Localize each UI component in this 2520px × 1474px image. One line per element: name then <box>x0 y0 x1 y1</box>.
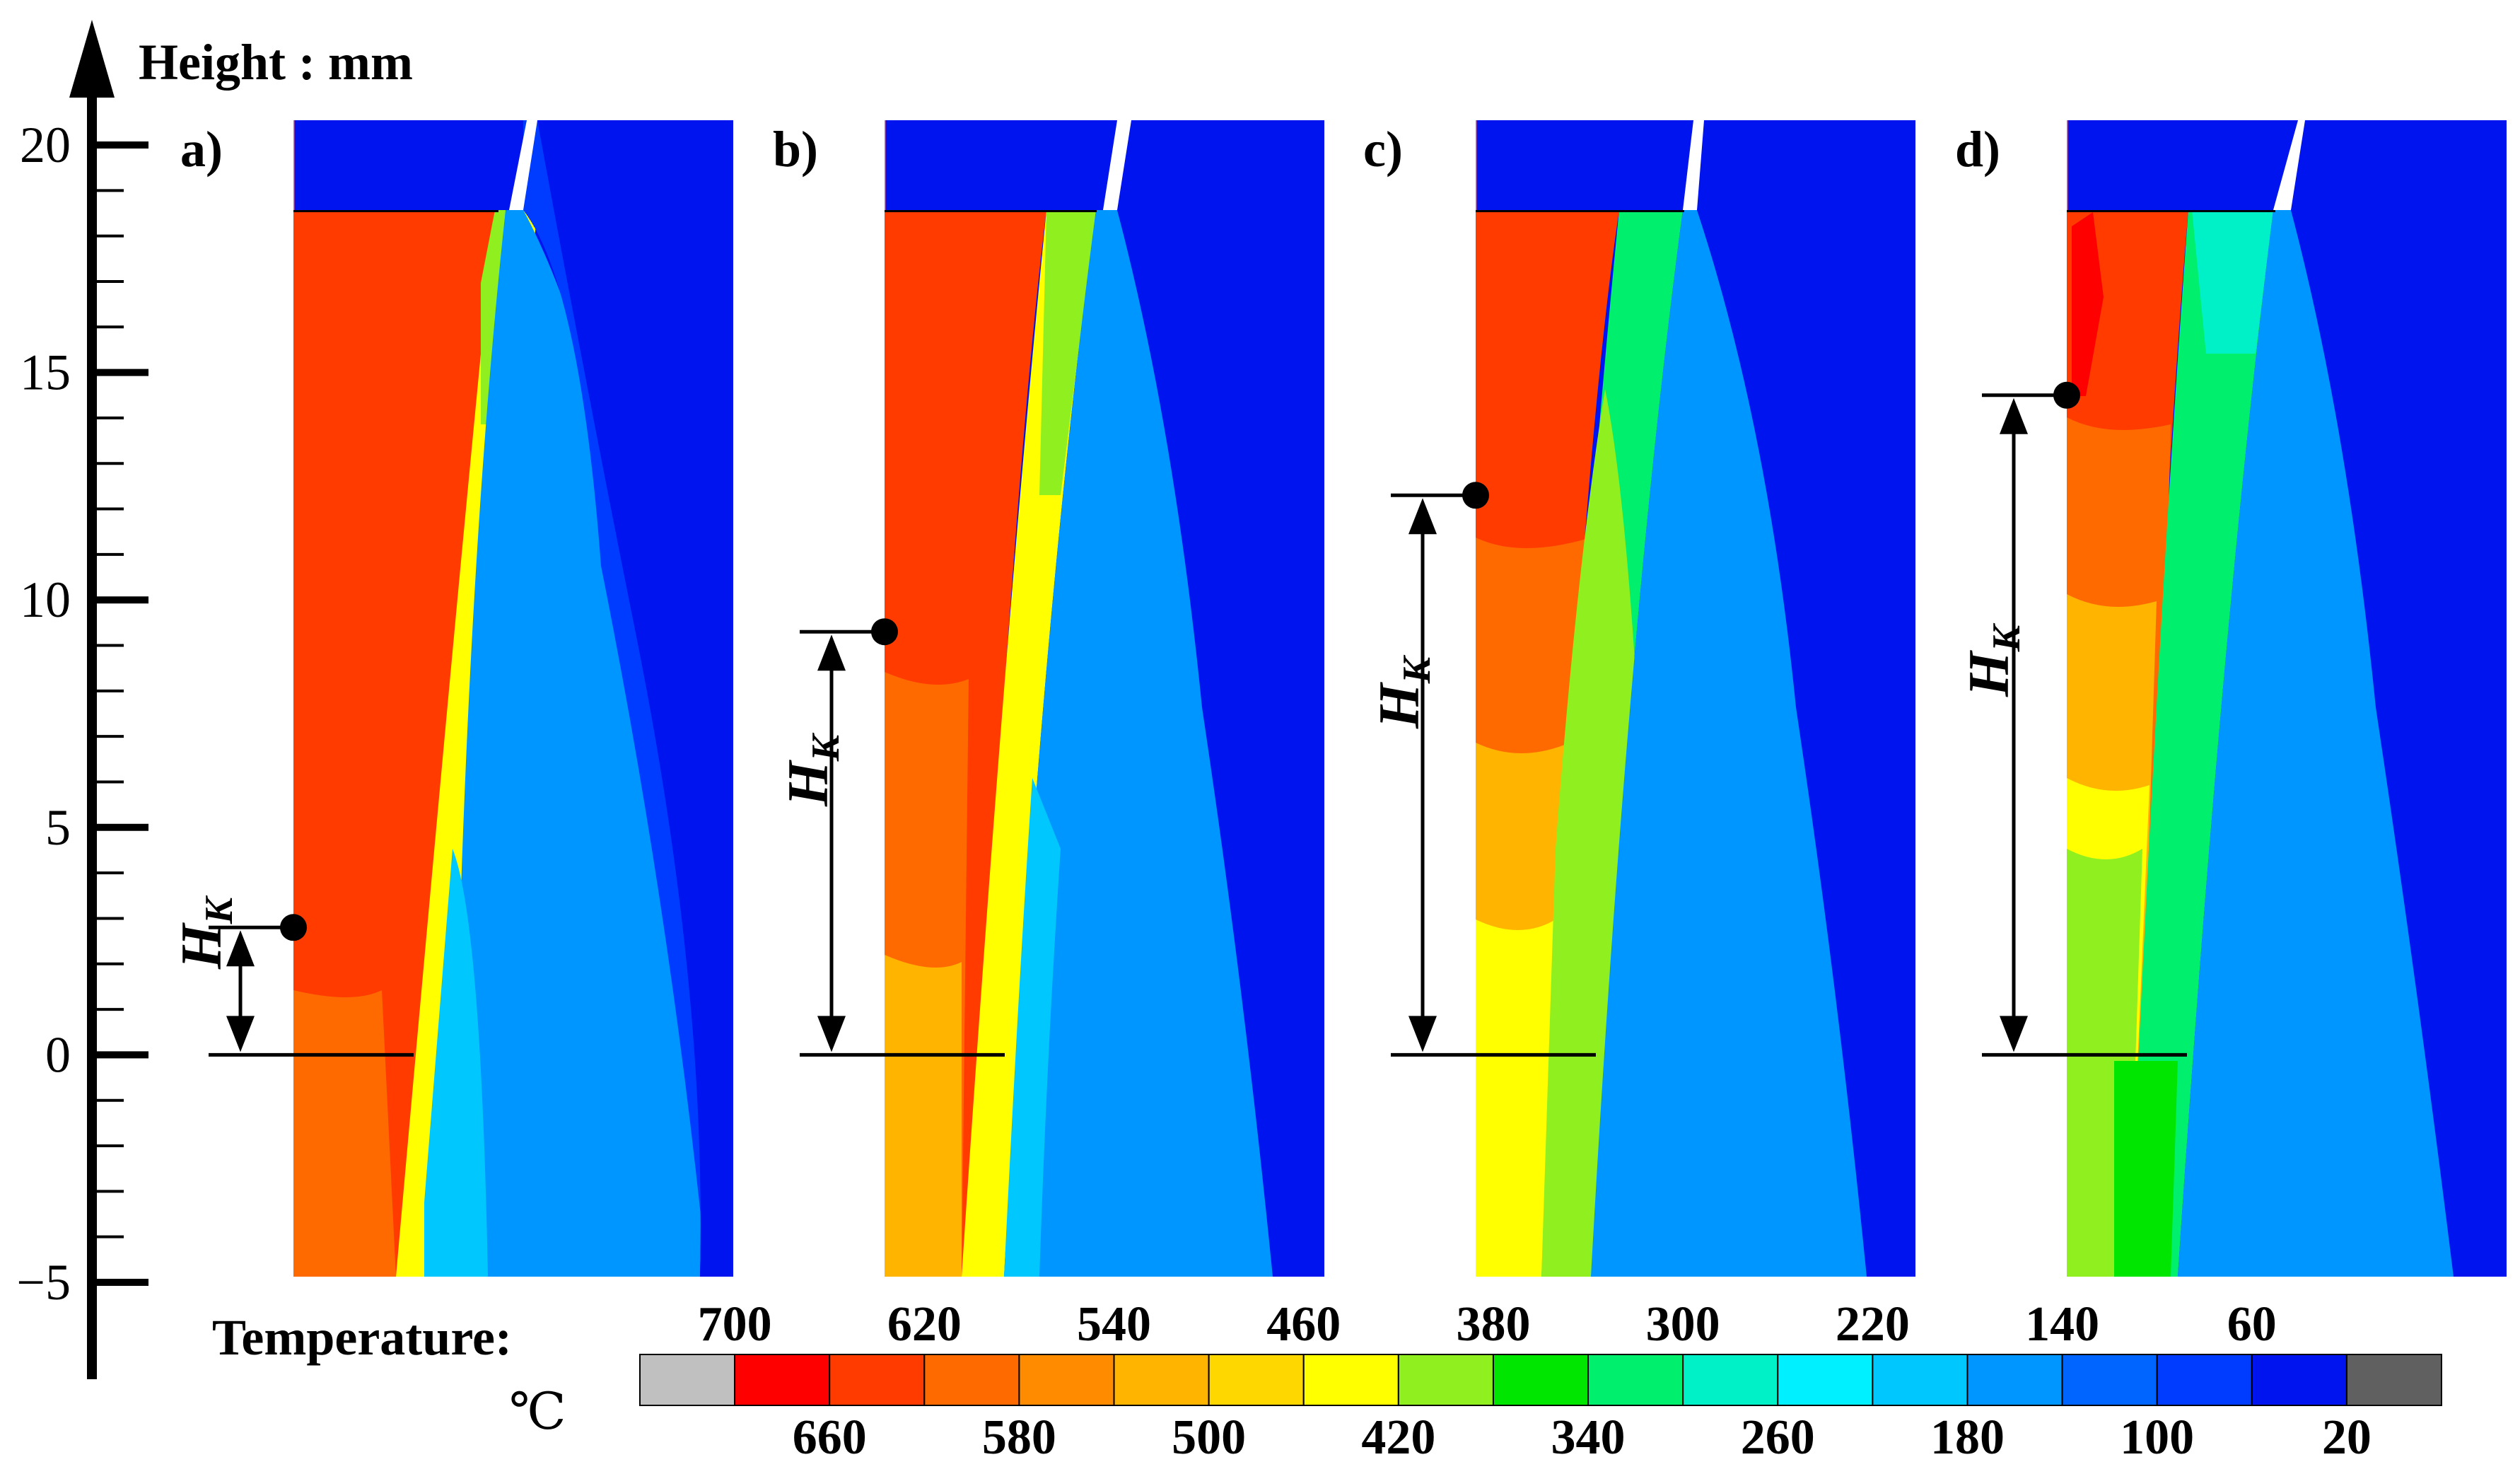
tick-label: 15 <box>20 344 71 401</box>
panel-a-hk-label: HK <box>169 895 241 970</box>
axis-title: Height : mm <box>139 34 413 91</box>
legend-bottom-label: 260 <box>1741 1410 1815 1465</box>
legend-swatch <box>1682 1354 1779 1406</box>
legend-bottom-label: 340 <box>1551 1410 1626 1465</box>
hk-marker <box>800 618 1005 1057</box>
hk-marker <box>209 914 414 1057</box>
panel-d-hk-label: HK <box>1956 622 2029 697</box>
legend-top-label: 220 <box>1836 1297 1910 1352</box>
legend-bottom-label: 660 <box>793 1410 867 1465</box>
panel-b <box>885 120 1324 1277</box>
hk-marker <box>1391 482 1596 1057</box>
arrow-up-icon <box>1408 498 1437 535</box>
arrow-up-icon <box>817 634 846 671</box>
axis-ticks: 20 15 10 5 0 −5 <box>16 117 148 1311</box>
tick-label: 10 <box>20 571 71 628</box>
legend-swatch <box>829 1354 926 1406</box>
legend-swatch <box>2061 1354 2158 1406</box>
legend-top-label: 60 <box>2227 1297 2277 1352</box>
arrow-down-icon <box>1408 1016 1437 1052</box>
legend-bottom-label: 100 <box>2120 1410 2194 1465</box>
panel-b-label: b) <box>773 121 818 178</box>
legend-top-label: 380 <box>1456 1297 1530 1352</box>
legend-top-label: 460 <box>1266 1297 1341 1352</box>
legend-bottom-label: 580 <box>982 1410 1056 1465</box>
legend-bottom-label: 20 <box>2322 1410 2372 1465</box>
panel-c-field <box>1476 120 1915 1277</box>
legend-swatch <box>2251 1354 2347 1406</box>
legend-swatch <box>1587 1354 1684 1406</box>
legend-swatch <box>2345 1354 2443 1406</box>
arrow-up-icon <box>226 930 255 967</box>
tick-label: 0 <box>45 1026 71 1083</box>
legend-unit: ℃ <box>509 1383 566 1440</box>
hk-marker <box>1982 381 2187 1057</box>
legend-top-label: 300 <box>1646 1297 1720 1352</box>
legend-swatch <box>734 1354 831 1406</box>
legend-colorbar <box>639 1354 2443 1406</box>
arrow-down-icon <box>2000 1016 2028 1052</box>
legend-top-label: 140 <box>2025 1297 2099 1352</box>
panel-d <box>2067 120 2507 1277</box>
legend-swatch <box>1492 1354 1589 1406</box>
panels <box>293 120 2507 1277</box>
panel-a-label: a) <box>180 121 223 178</box>
legend-top-label: 540 <box>1077 1297 1151 1352</box>
hk-dot <box>1462 482 1489 509</box>
legend-swatch <box>1777 1354 1874 1406</box>
panel-c-label: c) <box>1363 121 1403 178</box>
panel-a-field <box>293 120 733 1277</box>
legend-bottom-label: 500 <box>1172 1410 1246 1465</box>
tick-label: −5 <box>16 1254 71 1311</box>
hk-dot <box>2053 381 2080 409</box>
legend-title: Temperature: <box>212 1309 512 1366</box>
legend-bottom-labels: 660 580 500 420 340 260 180 100 20 <box>793 1410 2372 1465</box>
tick-label: 20 <box>20 117 71 173</box>
height-axis: Height : mm 20 15 10 5 0 −5 <box>16 20 413 1379</box>
legend-swatch <box>1966 1354 2063 1406</box>
panel-a <box>293 120 733 1277</box>
legend-swatch <box>1302 1354 1399 1406</box>
arrow-down-icon <box>226 1016 255 1052</box>
legend: Temperature: ℃ 700 620 540 460 380 300 220 140 6… <box>212 1297 2443 1465</box>
panel-b-field <box>885 120 1324 1277</box>
legend-swatch <box>639 1354 736 1406</box>
panel-c-hk-label: HK <box>1367 654 1439 729</box>
hk-dot <box>280 914 307 941</box>
legend-top-label: 700 <box>698 1297 772 1352</box>
legend-swatch <box>1397 1354 1494 1406</box>
tick-label: 5 <box>45 799 71 856</box>
hk-dot <box>871 618 898 646</box>
legend-swatch <box>923 1354 1020 1406</box>
legend-top-labels: 700 620 540 460 380 300 220 140 60 <box>698 1297 2277 1352</box>
legend-bottom-label: 180 <box>1930 1410 2005 1465</box>
axis-arrow-icon <box>69 20 115 98</box>
legend-bottom-label: 420 <box>1361 1410 1435 1465</box>
arrow-down-icon <box>817 1016 846 1052</box>
legend-swatch <box>1113 1354 1210 1406</box>
legend-swatch <box>1872 1354 1968 1406</box>
arrow-up-icon <box>2000 397 2028 434</box>
legend-top-label: 620 <box>887 1297 962 1352</box>
panel-d-field <box>2067 120 2507 1277</box>
panel-b-hk-label: HK <box>776 732 848 807</box>
legend-swatch <box>1018 1354 1115 1406</box>
legend-swatch <box>1208 1354 1305 1406</box>
panel-d-label: d) <box>1955 121 2000 178</box>
legend-swatch <box>2156 1354 2253 1406</box>
hk-markers <box>209 381 2187 1057</box>
panel-c <box>1476 120 1915 1277</box>
